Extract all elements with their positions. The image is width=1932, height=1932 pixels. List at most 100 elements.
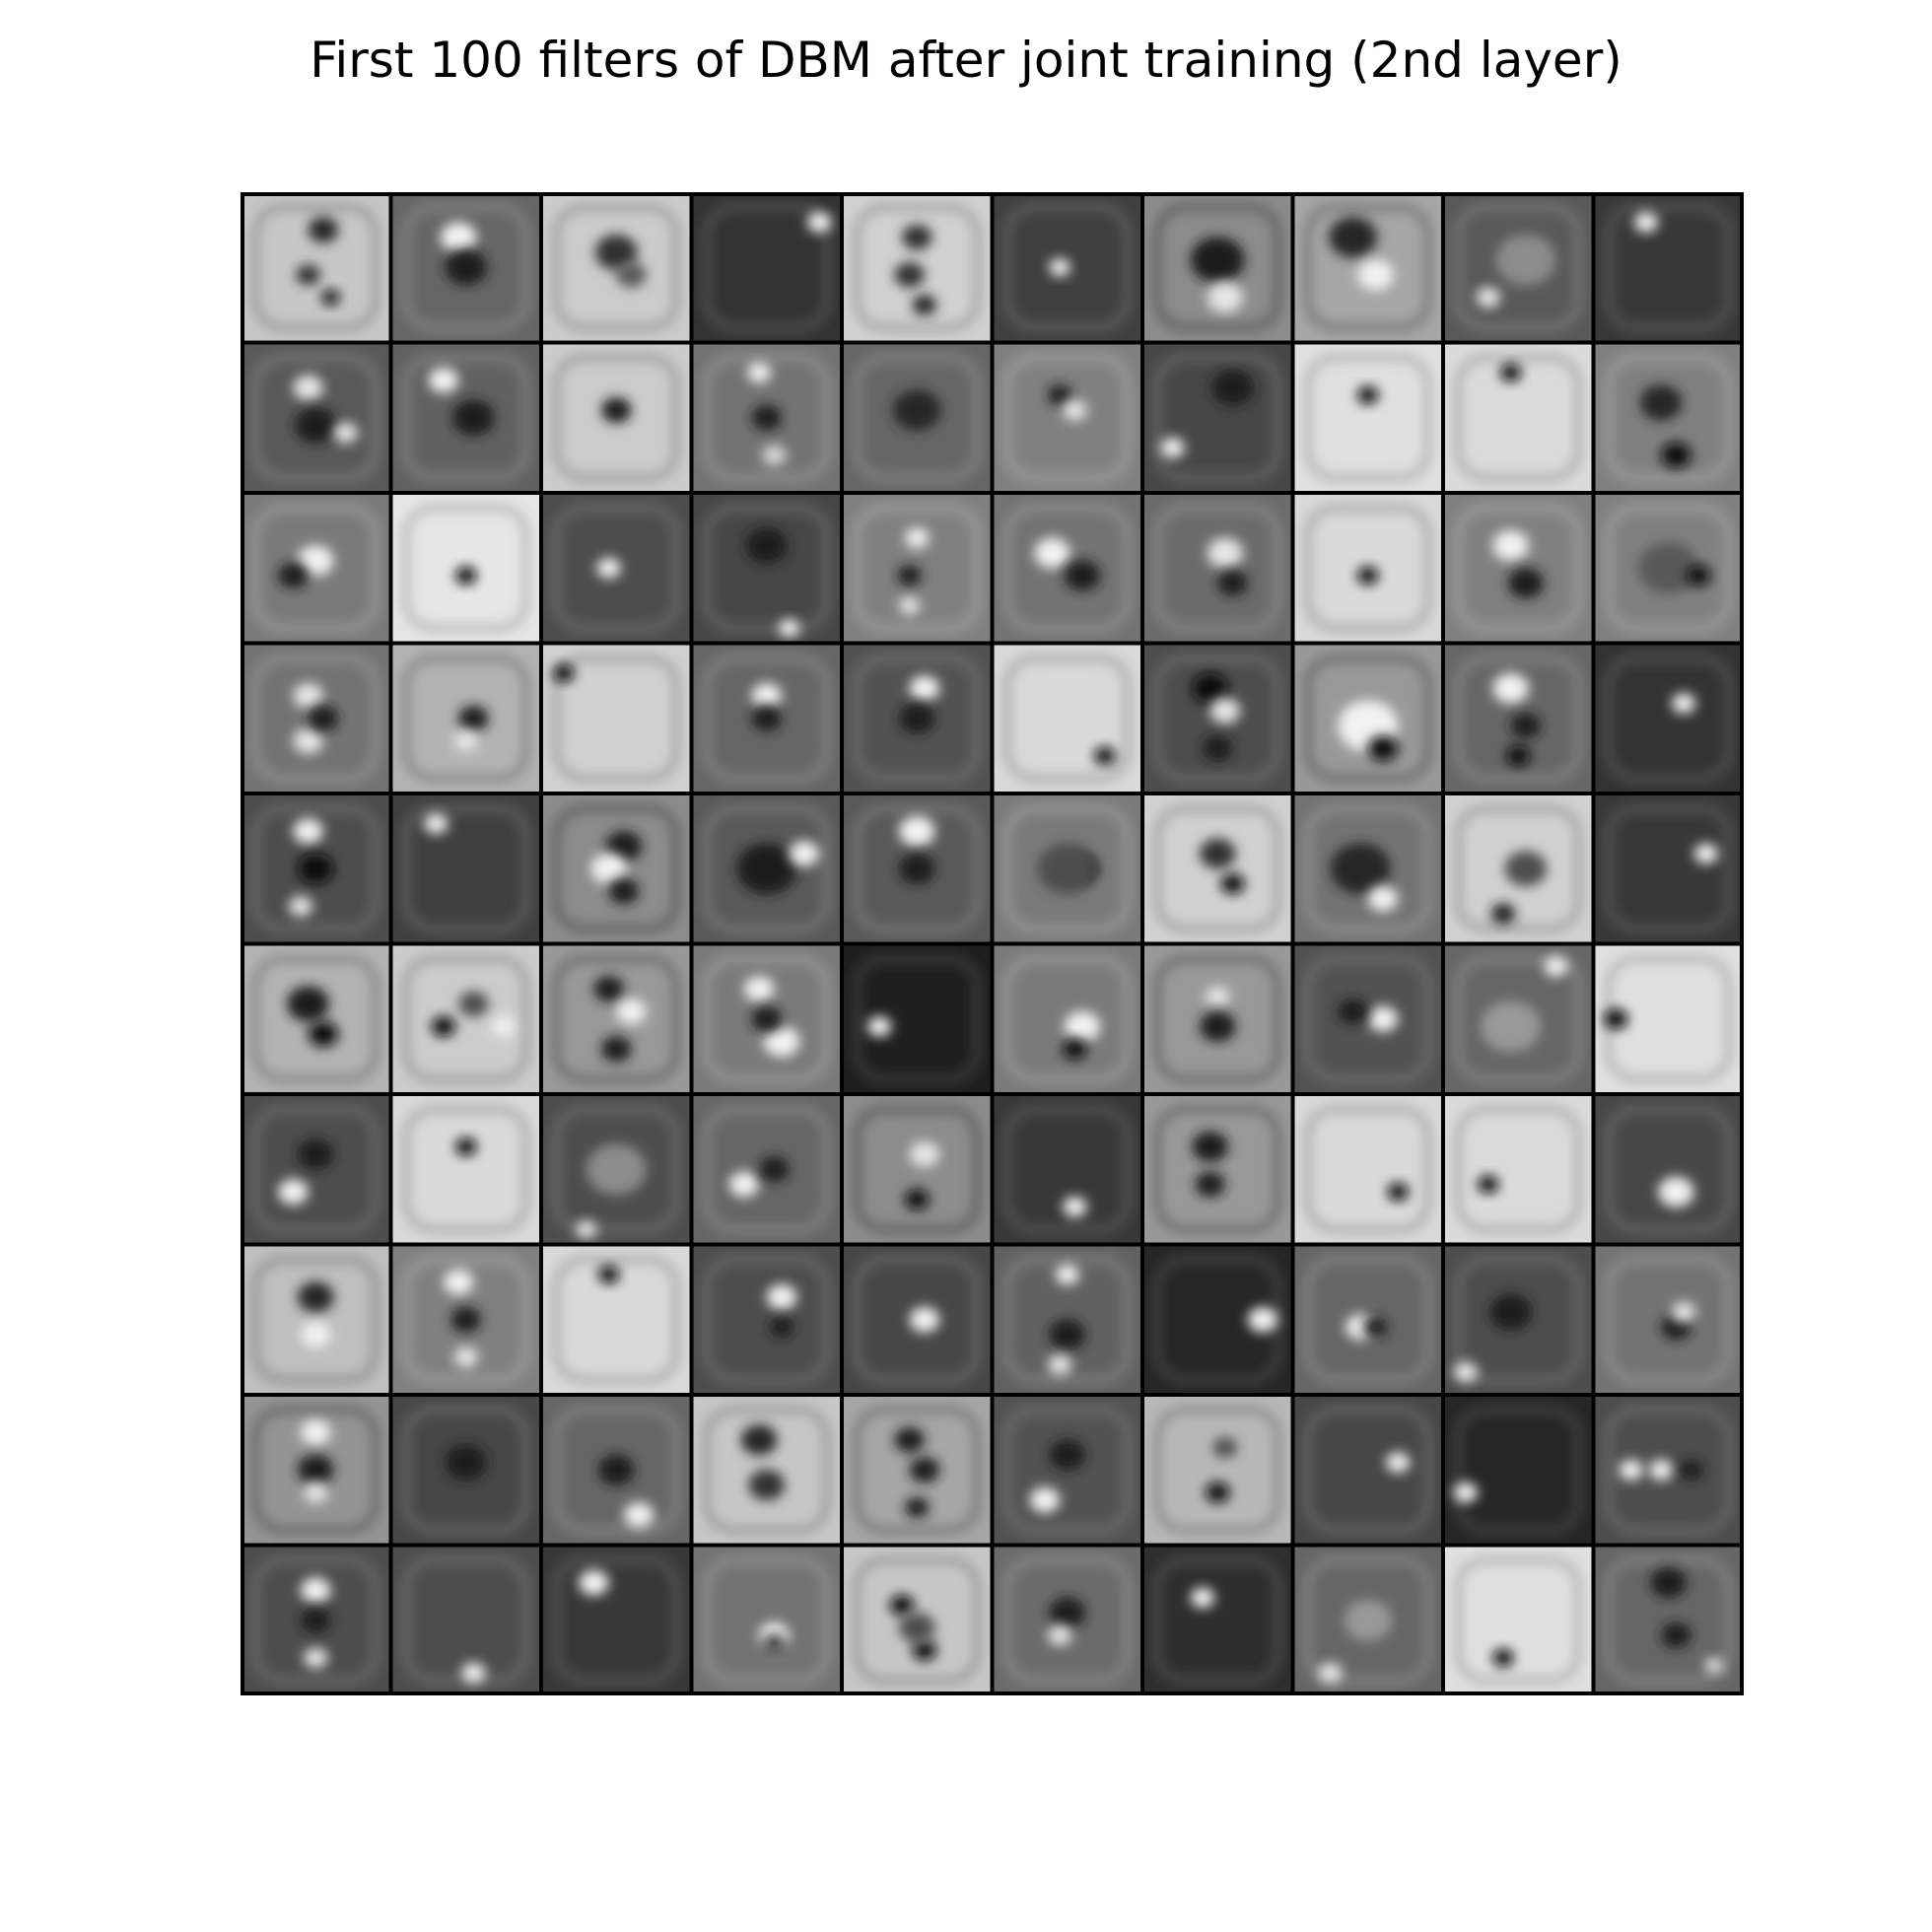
filter-blob bbox=[892, 389, 941, 431]
filter-blob bbox=[778, 619, 800, 638]
filter-frame bbox=[1454, 804, 1583, 933]
filter-tile bbox=[691, 943, 842, 1094]
filter-blob bbox=[461, 1662, 486, 1684]
filter-blob bbox=[1510, 713, 1542, 739]
filter-frame bbox=[552, 1406, 681, 1535]
filter-frame bbox=[1604, 1406, 1733, 1535]
filter-tile bbox=[842, 192, 993, 343]
filter-tile bbox=[1593, 643, 1744, 794]
filter-blob bbox=[894, 1426, 925, 1453]
filter-blob bbox=[293, 818, 323, 845]
filter-tile bbox=[1292, 1545, 1443, 1695]
filter-blob bbox=[1338, 999, 1368, 1025]
filter-blob bbox=[450, 1306, 481, 1333]
filter-tile bbox=[992, 493, 1142, 644]
filter-tile bbox=[241, 493, 391, 644]
filter-blob bbox=[1064, 1010, 1101, 1042]
filter-frame bbox=[1604, 353, 1733, 482]
filter-frame bbox=[1153, 1105, 1282, 1234]
filter-blob bbox=[576, 1220, 597, 1239]
filter-frame bbox=[1454, 504, 1583, 633]
filter-frame bbox=[1002, 1555, 1132, 1685]
filter-blob bbox=[424, 813, 448, 834]
filter-tile bbox=[541, 1244, 692, 1395]
filter-blob bbox=[297, 545, 334, 577]
filter-blob bbox=[1034, 537, 1070, 569]
filter-blob bbox=[902, 224, 932, 250]
filter-blob bbox=[1363, 1317, 1388, 1338]
filter-frame bbox=[1454, 353, 1583, 482]
filter-frame bbox=[401, 1406, 530, 1535]
filter-tile bbox=[390, 643, 541, 794]
filter-grid bbox=[241, 192, 1744, 1695]
filter-blob bbox=[1329, 217, 1377, 258]
filter-frame bbox=[401, 353, 530, 482]
filter-blob bbox=[321, 289, 340, 306]
filter-tile bbox=[390, 1545, 541, 1695]
filter-tile bbox=[1443, 493, 1594, 644]
filter-frame bbox=[1303, 1555, 1432, 1685]
filter-blob bbox=[1453, 1482, 1479, 1503]
filter-tile bbox=[691, 342, 842, 493]
filter-tile bbox=[1593, 342, 1744, 493]
filter-frame bbox=[1002, 1255, 1132, 1384]
filter-blob bbox=[898, 703, 935, 734]
filter-blob bbox=[308, 217, 339, 243]
filter-frame bbox=[401, 804, 530, 933]
filter-blob bbox=[1367, 1005, 1399, 1032]
filter-frame bbox=[1153, 804, 1282, 933]
filter-blob bbox=[301, 1607, 331, 1633]
filter-blob bbox=[748, 1469, 786, 1501]
filter-tile bbox=[691, 643, 842, 794]
filter-frame bbox=[1454, 203, 1583, 332]
filter-blob bbox=[458, 991, 489, 1017]
filter-tile bbox=[691, 493, 842, 644]
filter-tile bbox=[390, 794, 541, 944]
filter-blob bbox=[1192, 672, 1228, 704]
filter-blob bbox=[297, 1281, 334, 1313]
filter-blob bbox=[1619, 1459, 1643, 1481]
filter-blob bbox=[1478, 1175, 1499, 1194]
filter-tile bbox=[992, 342, 1142, 493]
filter-blob bbox=[1357, 385, 1379, 404]
filter-blob bbox=[278, 1179, 309, 1206]
filter-tile bbox=[842, 1545, 993, 1695]
filter-blob bbox=[1639, 384, 1683, 421]
filter-blob bbox=[1209, 698, 1241, 724]
filter-frame bbox=[1153, 353, 1282, 482]
filter-blob bbox=[594, 234, 638, 271]
filter-blob bbox=[1220, 873, 1245, 894]
filter-blob bbox=[1671, 693, 1696, 714]
filter-frame bbox=[1303, 954, 1432, 1083]
filter-frame bbox=[1604, 504, 1733, 633]
filter-blob bbox=[601, 397, 632, 424]
filter-blob bbox=[1604, 1008, 1628, 1030]
filter-blob bbox=[1318, 1662, 1343, 1684]
filter-blob bbox=[1203, 735, 1233, 762]
filter-blob bbox=[1687, 565, 1711, 586]
filter-blob bbox=[1507, 567, 1545, 599]
filter-blob bbox=[1344, 1600, 1393, 1641]
filter-tile bbox=[842, 643, 993, 794]
filter-blob bbox=[440, 222, 477, 253]
filter-blob bbox=[751, 1005, 782, 1032]
filter-frame bbox=[552, 1105, 681, 1234]
filter-frame bbox=[1454, 1255, 1583, 1384]
figure-title: First 100 filters of DBM after joint tra… bbox=[310, 32, 1622, 89]
filter-tile bbox=[992, 1094, 1142, 1245]
filter-blob bbox=[1049, 1319, 1086, 1350]
filter-tile bbox=[1443, 1244, 1594, 1395]
filter-blob bbox=[745, 527, 789, 564]
filter-tile bbox=[1292, 643, 1443, 794]
filter-blob bbox=[751, 404, 782, 431]
filter-frame bbox=[552, 203, 681, 332]
filter-blob bbox=[616, 999, 647, 1025]
filter-blob bbox=[905, 1189, 930, 1210]
filter-frame bbox=[1153, 654, 1282, 783]
filter-blob bbox=[1386, 1452, 1411, 1473]
filter-blob bbox=[1476, 287, 1500, 309]
filter-blob bbox=[1481, 1000, 1542, 1053]
filter-blob bbox=[293, 375, 323, 401]
filter-frame bbox=[1002, 504, 1132, 633]
filter-blob bbox=[898, 815, 935, 847]
